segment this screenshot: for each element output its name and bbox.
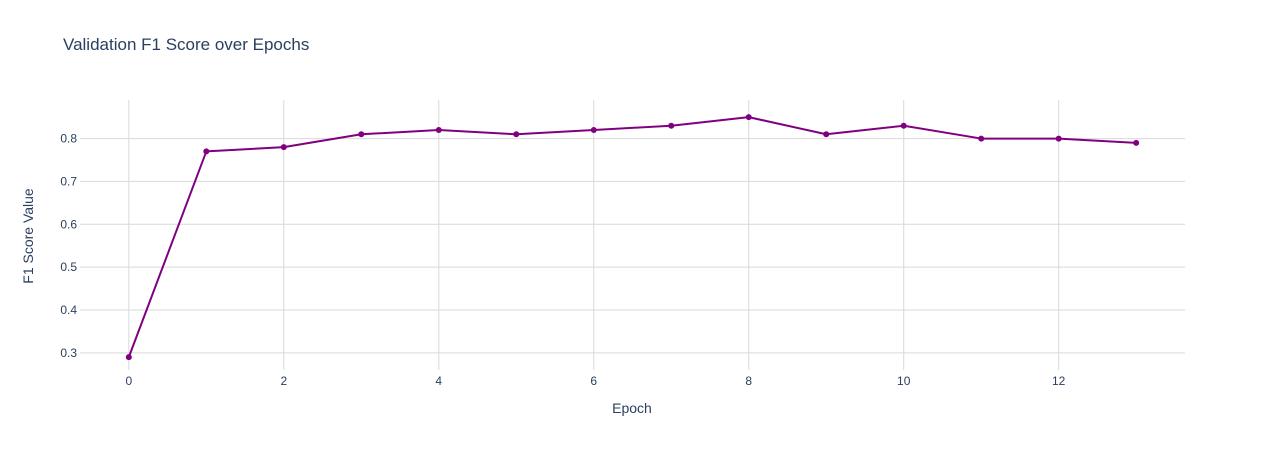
data-point[interactable] (435, 127, 442, 133)
grid-lines (80, 100, 1185, 370)
axis-ticks: 0.3 0.4 0.5 0.6 0.7 0.8 0 2 4 6 8 10 12 (60, 132, 1065, 388)
data-point[interactable] (125, 354, 132, 361)
x-tick-label: 6 (590, 374, 597, 388)
x-tick-label: 4 (435, 374, 442, 388)
series-layer (127, 116, 1137, 358)
y-axis-title: F1 Score Value (20, 188, 36, 284)
y-tick-label: 0.8 (60, 132, 77, 146)
data-point[interactable] (358, 131, 365, 138)
y-tick-label: 0.7 (60, 174, 77, 188)
data-point[interactable] (280, 144, 287, 151)
data-point[interactable] (978, 135, 985, 142)
data-point[interactable] (668, 122, 675, 129)
data-point[interactable] (1055, 135, 1062, 142)
y-tick-label: 0.4 (60, 303, 77, 317)
y-tick-label: 0.3 (60, 346, 77, 360)
chart-title: Validation F1 Score over Epochs (63, 35, 309, 54)
x-tick-label: 8 (745, 374, 752, 388)
data-point[interactable] (590, 127, 597, 133)
x-tick-label: 12 (1052, 374, 1066, 388)
data-point[interactable] (823, 131, 830, 138)
y-tick-label: 0.6 (60, 217, 77, 231)
series-line (127, 116, 1137, 358)
data-points (125, 114, 1140, 361)
data-point[interactable] (203, 148, 210, 155)
data-point[interactable] (513, 131, 520, 138)
x-tick-label: 2 (280, 374, 287, 388)
x-axis-title: Epoch (612, 400, 652, 416)
data-point[interactable] (745, 114, 752, 121)
x-tick-label: 10 (897, 374, 911, 388)
y-tick-label: 0.5 (60, 260, 77, 274)
x-tick-label: 0 (125, 374, 132, 388)
data-point[interactable] (1133, 139, 1140, 146)
data-point[interactable] (900, 122, 907, 129)
